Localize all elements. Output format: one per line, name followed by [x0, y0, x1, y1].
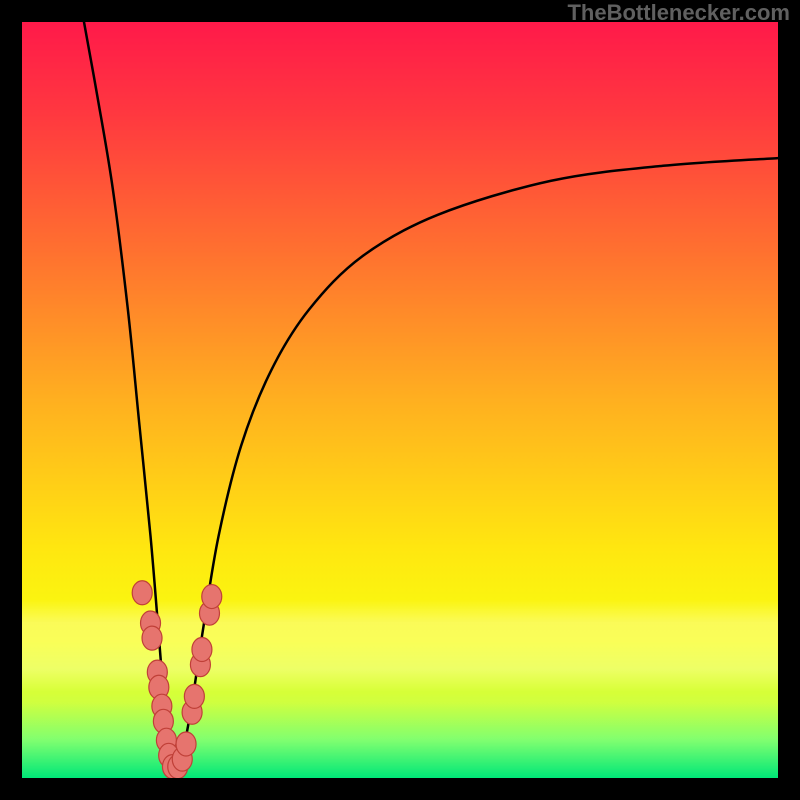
- watermark-text: TheBottlenecker.com: [567, 0, 790, 26]
- plot-frame: [22, 22, 778, 778]
- gradient-background: [22, 22, 778, 778]
